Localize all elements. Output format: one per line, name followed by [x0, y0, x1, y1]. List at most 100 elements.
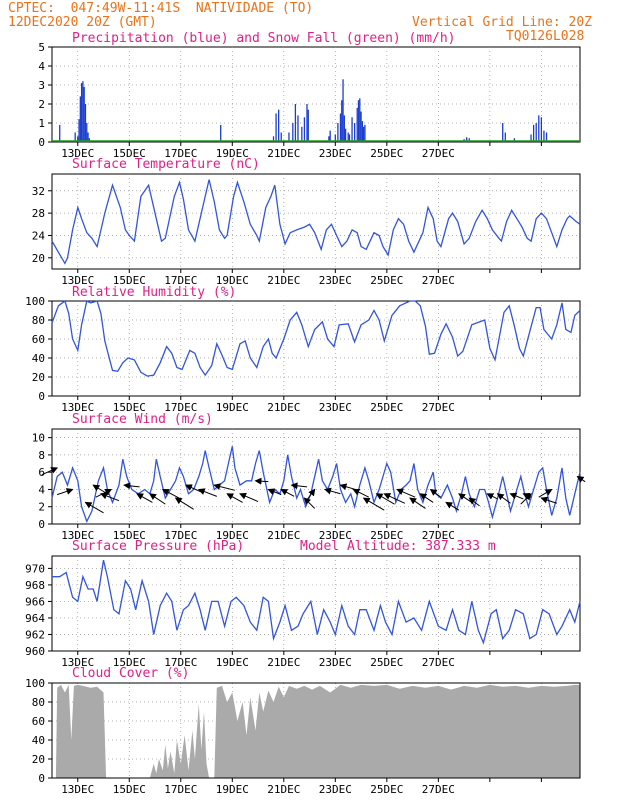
- pres-ytick-label: 960: [25, 645, 45, 658]
- wind-vector-arrow: [520, 493, 532, 505]
- cloud-xtick-label: 23DEC: [319, 783, 352, 796]
- pres-xtick-label: 15DEC: [113, 656, 146, 669]
- wind-ytick-label: 8: [38, 449, 45, 462]
- precip-bar: [306, 104, 308, 142]
- cloud-ytick-label: 100: [25, 677, 45, 690]
- precip-ytick-label: 1: [38, 117, 45, 130]
- precip-bar: [356, 107, 358, 142]
- precip-bar: [344, 128, 347, 142]
- wind-vector-arrow: [306, 488, 316, 501]
- wind-frame: [51, 428, 581, 525]
- wind-vector-arrow: [290, 482, 308, 490]
- header-grid-line: Vertical Grid Line: 20Z: [412, 15, 593, 30]
- wind-vector-arrow: [267, 488, 282, 496]
- wind-vector-arrow: [239, 492, 259, 503]
- precip-bar: [337, 123, 339, 142]
- rh-xtick-label: 13DEC: [61, 401, 94, 414]
- wind-vector-arrow: [538, 488, 553, 498]
- precip-bar: [363, 126, 365, 142]
- cloud-cover-area: [52, 684, 580, 778]
- temp-xtick-label: 13DEC: [61, 274, 94, 287]
- precip-ytick-label: 3: [38, 79, 45, 92]
- precip-bar: [83, 86, 85, 142]
- wind-ytick-label: 4: [38, 483, 45, 496]
- precip-bar: [220, 124, 222, 142]
- rh-xtick-label: 21DEC: [267, 401, 300, 414]
- wind-vector-arrow: [375, 493, 395, 505]
- precip-bar: [347, 132, 349, 142]
- wind-vector-arrow: [226, 493, 243, 503]
- precip-frame: [51, 46, 581, 143]
- precip-bar: [278, 109, 280, 142]
- precip-bar: [359, 98, 361, 142]
- pres-subtitle: Model Altitude: 387.333 m: [300, 539, 496, 554]
- temp-series-line: [51, 179, 581, 265]
- precip-bar: [288, 132, 290, 142]
- wind-xtick-label: 25DEC: [370, 529, 403, 542]
- precip-bar: [545, 132, 548, 142]
- wind-vector-arrow: [352, 489, 370, 498]
- wind-vector-arrow: [576, 475, 586, 483]
- precip-bar: [466, 137, 468, 142]
- temp-ytick-label: 20: [32, 252, 45, 265]
- temp-xtick-label: 27DEC: [422, 274, 455, 287]
- rh-xtick-label: 15DEC: [113, 401, 146, 414]
- temp-ytick-label: 24: [32, 229, 46, 242]
- precip-bar: [334, 134, 336, 142]
- wind-ytick-label: 6: [38, 466, 45, 479]
- precip-xtick-label: 13DEC: [61, 147, 94, 160]
- precip-ytick-label: 2: [38, 98, 45, 111]
- pres-xtick-label: 13DEC: [61, 656, 94, 669]
- precip-bar: [360, 111, 362, 142]
- temp-ytick-label: 28: [32, 207, 45, 220]
- precip-xtick-label: 27DEC: [422, 147, 455, 160]
- precip-bar: [342, 79, 344, 142]
- wind-series-line: [51, 446, 581, 524]
- precip-title: Precipitation (blue) and Snow Fall (gree…: [72, 31, 456, 46]
- precip-ytick-label: 0: [38, 136, 45, 149]
- pres-ytick-label: 962: [25, 628, 45, 641]
- wind-vector-arrow: [540, 496, 557, 504]
- temp-title: Surface Temperature (nC): [72, 157, 260, 172]
- rh-xtick-label: 27DEC: [422, 401, 455, 414]
- precip-ytick-label: 4: [38, 60, 45, 73]
- precip-bar: [513, 138, 515, 142]
- temp-ytick-label: 32: [32, 185, 45, 198]
- rh-ytick-label: 40: [32, 352, 45, 365]
- temp-xtick-label: 23DEC: [319, 274, 352, 287]
- wind-xtick-label: 17DEC: [164, 529, 197, 542]
- precip-bar: [530, 134, 532, 142]
- precip-bar: [532, 124, 535, 142]
- rh-xtick-label: 25DEC: [370, 401, 403, 414]
- pres-xtick-label: 25DEC: [370, 656, 403, 669]
- pres-ytick-label: 964: [25, 612, 45, 625]
- rh-ytick-label: 20: [32, 371, 45, 384]
- precip-bar: [339, 113, 342, 142]
- wind-vector-arrow: [280, 488, 295, 497]
- precip-bar: [502, 123, 504, 142]
- pres-xtick-label: 23DEC: [319, 656, 352, 669]
- cloud-xtick-label: 13DEC: [61, 783, 94, 796]
- rh-frame: [51, 300, 581, 397]
- precip-bar: [307, 109, 309, 142]
- wind-vector-arrow: [254, 477, 269, 485]
- precip-bar: [301, 126, 303, 142]
- wind-title: Surface Wind (m/s): [72, 412, 213, 427]
- wind-vector-arrow: [396, 488, 416, 498]
- wind-vector-arrow: [95, 489, 113, 498]
- cloud-xtick-label: 17DEC: [164, 783, 197, 796]
- precip-bar: [294, 104, 297, 142]
- wind-xtick-label: 27DEC: [422, 529, 455, 542]
- wind-vector-arrow: [56, 488, 74, 496]
- cloud-ytick-label: 60: [32, 715, 45, 728]
- pres-xtick-label: 19DEC: [216, 656, 249, 669]
- rh-ytick-label: 0: [38, 390, 45, 403]
- precip-bar: [292, 123, 294, 142]
- precip-bar: [535, 123, 537, 142]
- wind-ytick-label: 2: [38, 501, 45, 514]
- wind-vector-arrow: [123, 482, 140, 490]
- precip-bar: [540, 117, 543, 142]
- wind-vector-arrow: [419, 493, 434, 503]
